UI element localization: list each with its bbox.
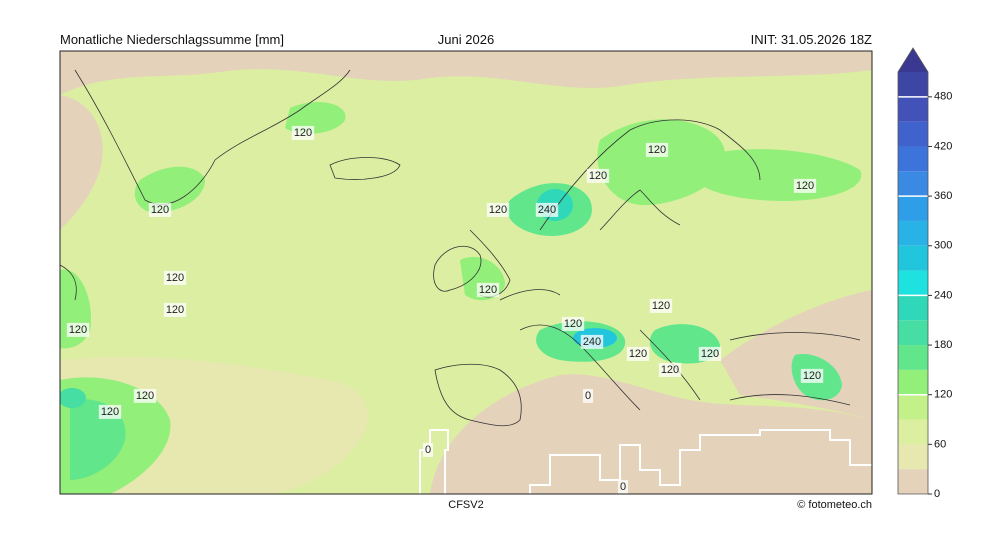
wet-area — [60, 388, 86, 408]
contour-label-bg — [658, 362, 682, 377]
contour-label-bg — [422, 442, 434, 457]
contour-label: 120 — [661, 364, 679, 376]
contour-label: 120 — [136, 390, 154, 402]
contour-label: 120 — [294, 127, 312, 139]
colorbar-band — [898, 270, 928, 296]
contour-label-bg — [163, 270, 187, 285]
colorbar: 0 60 120 180 240 300 360 420 480 — [897, 47, 952, 500]
contour-line — [529, 429, 872, 494]
contour-label: 120 — [479, 284, 497, 296]
dry-area — [60, 51, 872, 95]
contour-label: 120 — [151, 204, 169, 216]
contour-label-bg — [626, 346, 650, 361]
contour-label: 120 — [489, 204, 507, 216]
colorbar-band — [898, 96, 928, 122]
colorbar-band — [898, 444, 928, 470]
colorbar-extend — [898, 48, 928, 72]
contour-label-bg — [561, 316, 585, 331]
contour-label: 120 — [648, 144, 666, 156]
colorbar-tick-label: 240 — [934, 289, 952, 301]
colorbar-tick-label: 420 — [934, 140, 952, 152]
contour-label: 120 — [101, 406, 119, 418]
contour-label-bg — [793, 178, 817, 193]
contour-label: 0 — [425, 444, 431, 456]
title-center: Juni 2026 — [438, 32, 494, 47]
contour-label-bg — [649, 298, 673, 313]
dry-area — [60, 95, 103, 230]
contour-label: 120 — [629, 348, 647, 360]
colorbar-band — [898, 196, 928, 221]
contour-label: 120 — [69, 324, 87, 336]
contour-label-bg — [535, 202, 559, 217]
colorbar-band — [898, 171, 928, 197]
contour-label-bg — [800, 368, 824, 383]
colorbar-band — [898, 419, 928, 445]
map: 120 120 120 120 120 120 120 120 240 120 … — [60, 51, 872, 494]
wet-area — [134, 166, 205, 213]
colorbar-tick-label: 120 — [934, 389, 952, 401]
colorbar-tick-label: 180 — [934, 339, 952, 351]
contour-label: 120 — [166, 304, 184, 316]
contour-label-bg — [148, 202, 172, 217]
contour-label: 120 — [803, 370, 821, 382]
colorbar-band — [898, 320, 928, 346]
contour-label-bg — [580, 334, 604, 349]
wet-area — [597, 119, 726, 206]
colorbar-band — [898, 245, 928, 271]
colorbar-tick-label: 0 — [934, 488, 940, 500]
contour-label: 240 — [538, 204, 556, 216]
contour-labels: 120 120 120 120 120 120 120 120 240 120 … — [66, 125, 824, 494]
contour-label: 0 — [620, 481, 626, 493]
colorbar-band — [898, 369, 928, 395]
contour-label: 120 — [166, 272, 184, 284]
colorbar-band — [898, 295, 928, 321]
colorbar-band — [898, 121, 928, 147]
contour-label: 120 — [652, 300, 670, 312]
contour-label-bg — [163, 302, 187, 317]
contour-label-bg — [66, 322, 90, 337]
wet-area — [70, 399, 126, 480]
colorbar-tick-label: 60 — [934, 438, 946, 450]
credit: © fotometeo.ch — [797, 499, 872, 511]
contour-label: 0 — [585, 390, 591, 402]
contour-label-bg — [698, 346, 722, 361]
contour-label: 120 — [701, 348, 719, 360]
contour-label-bg — [98, 404, 122, 419]
coastlines — [60, 69, 861, 427]
contour-label-bg — [586, 168, 610, 183]
wet-area — [688, 149, 862, 201]
title-left: Monatliche Niederschlagssumme [mm] — [60, 32, 284, 47]
colorbar-band — [898, 394, 928, 420]
contour-label-bg — [617, 479, 629, 494]
map-frame — [59, 50, 873, 495]
contour-label-bg — [645, 142, 669, 157]
contour-label: 120 — [796, 180, 814, 192]
dry-area — [430, 374, 872, 494]
title-right: INIT: 31.05.2026 18Z — [751, 32, 872, 47]
colorbar-band — [898, 146, 928, 172]
contour-label: 120 — [564, 318, 582, 330]
contour-line — [419, 429, 449, 494]
colorbar-band — [898, 220, 928, 246]
model-name: CFSV2 — [448, 499, 483, 511]
colorbar-tick-label: 480 — [934, 91, 952, 103]
colorbar-tick-label: 300 — [934, 240, 952, 252]
colorbar-band — [898, 72, 928, 97]
contour-label: 240 — [583, 336, 601, 348]
contour-label-bg — [291, 125, 315, 140]
colorbar-frame — [897, 47, 929, 495]
colorbar-band — [898, 345, 928, 370]
contour-label-bg — [133, 388, 157, 403]
colorbar-band — [898, 469, 928, 494]
contour-label-bg — [486, 202, 510, 217]
contour-label-bg — [582, 388, 594, 403]
contour-label-bg — [476, 282, 500, 297]
colorbar-tick-label: 360 — [934, 190, 952, 202]
contour-label: 120 — [589, 170, 607, 182]
